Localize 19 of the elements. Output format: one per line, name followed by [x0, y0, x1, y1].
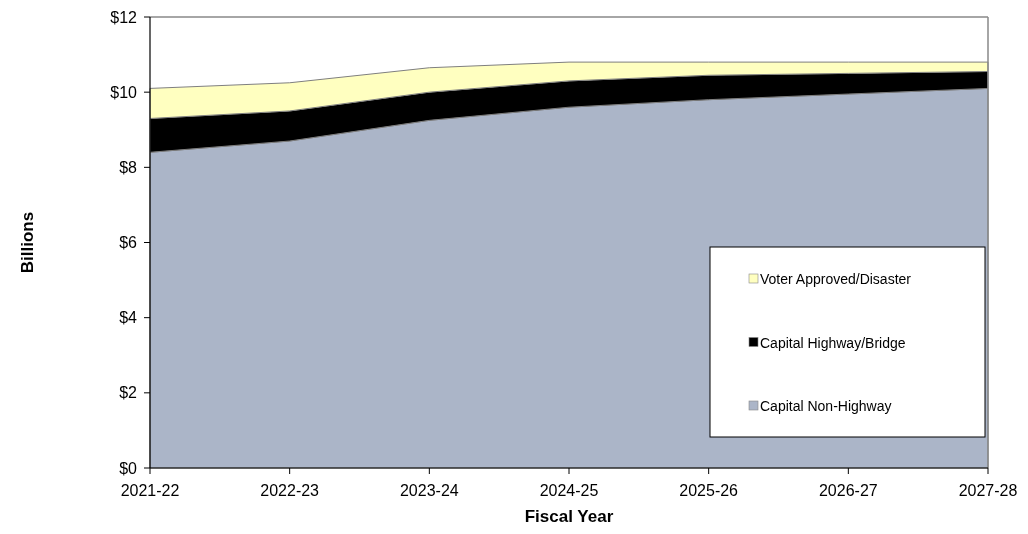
x-tick-label: 2025-26: [679, 482, 739, 499]
x-tick-label: 2022-23: [260, 482, 320, 499]
legend-label: Capital Highway/Bridge: [760, 334, 906, 351]
x-tick-label: 2027-28: [958, 482, 1018, 499]
legend-label: Capital Non-Highway: [760, 398, 892, 414]
x-tick-label: 2024-25: [539, 482, 599, 499]
x-tick-label: 2026-27: [818, 482, 878, 499]
legend-label: Voter Approved/Disaster: [760, 271, 912, 287]
y-tick-label: $0: [119, 459, 138, 477]
y-axis-title: Billions: [18, 211, 37, 274]
x-axis-title: Fiscal Year: [524, 507, 614, 526]
y-tick-label: $6: [119, 234, 138, 251]
x-tick-label: 2023-24: [399, 482, 459, 499]
y-tick-label: $8: [119, 158, 138, 176]
y-tick-label: $12: [110, 8, 138, 26]
x-tick-label: 2021-22: [120, 482, 180, 499]
y-tick-label: $4: [119, 309, 138, 327]
y-tick-label: $10: [110, 83, 138, 101]
y-tick-label: $2: [119, 384, 138, 402]
